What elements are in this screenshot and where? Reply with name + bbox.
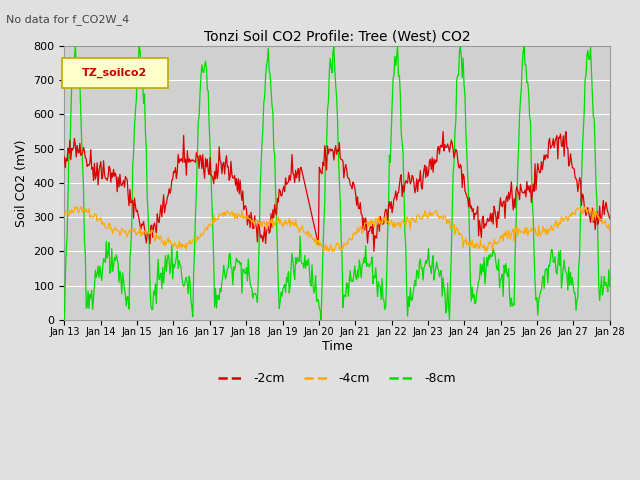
X-axis label: Time: Time: [322, 340, 353, 353]
Text: TZ_soilco2: TZ_soilco2: [82, 68, 147, 78]
Text: No data for f_CO2W_4: No data for f_CO2W_4: [6, 14, 130, 25]
Title: Tonzi Soil CO2 Profile: Tree (West) CO2: Tonzi Soil CO2 Profile: Tree (West) CO2: [204, 29, 470, 43]
FancyBboxPatch shape: [61, 58, 168, 88]
Y-axis label: Soil CO2 (mV): Soil CO2 (mV): [15, 139, 28, 227]
Legend: -2cm, -4cm, -8cm: -2cm, -4cm, -8cm: [214, 367, 461, 390]
